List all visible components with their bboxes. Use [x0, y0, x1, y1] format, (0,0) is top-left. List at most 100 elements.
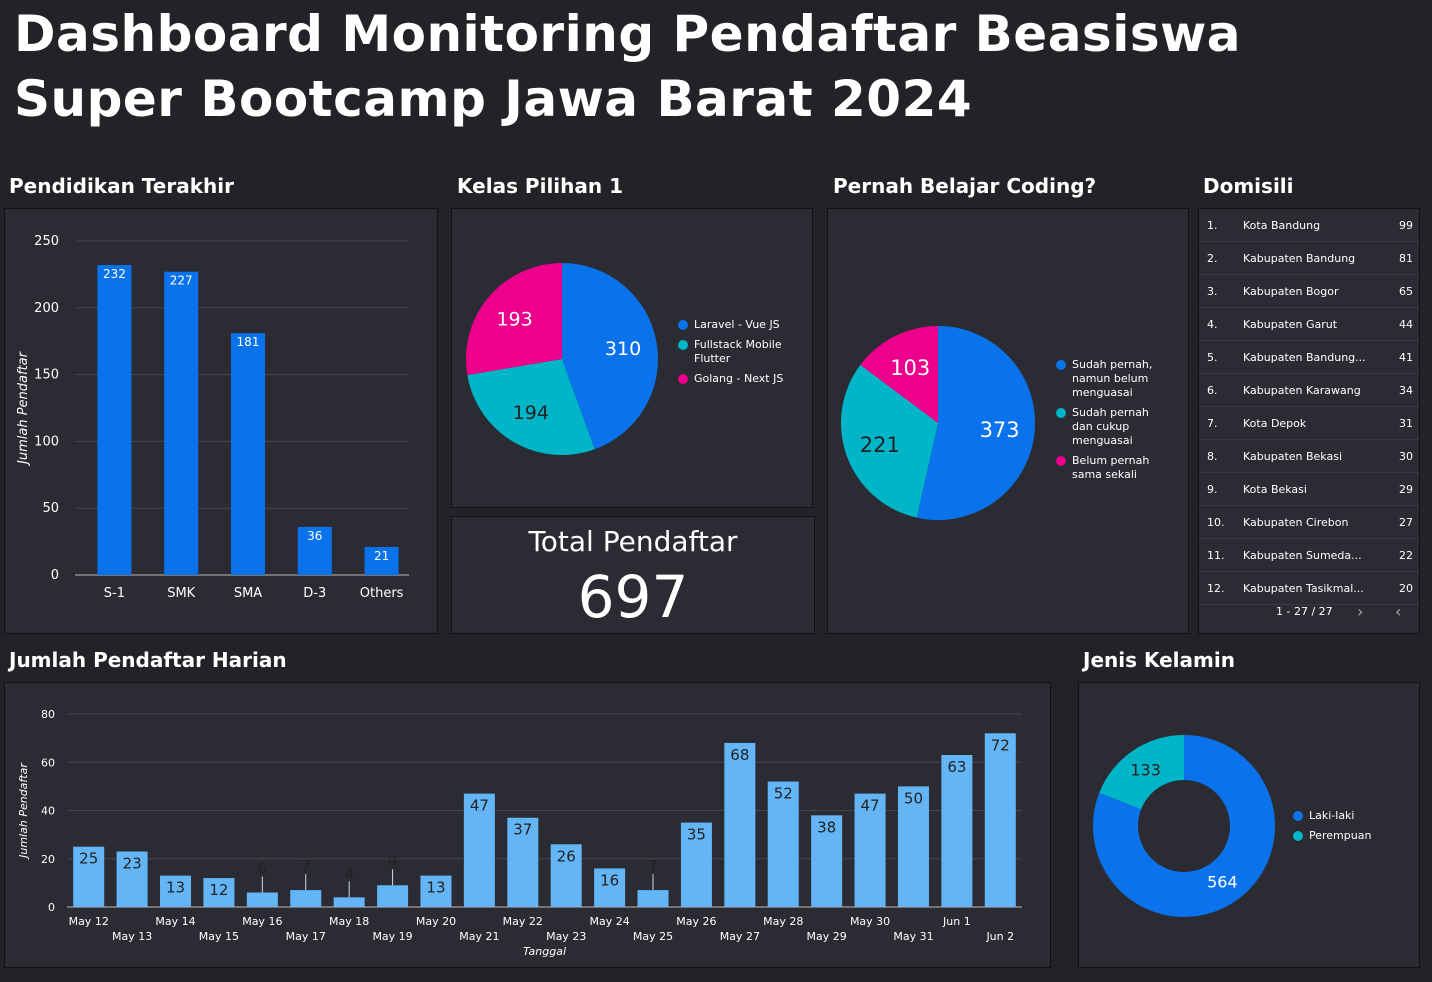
- data-label: 25: [79, 850, 98, 868]
- y-tick-label: 100: [34, 434, 59, 449]
- table-row[interactable]: 4. Kabupaten Garut 44: [1199, 308, 1419, 341]
- pendidikan-bar-chart: 0 50 100 150 200 250 Jumlah Pendaftar 232 S-1 227…: [16, 234, 409, 601]
- x-tick-label: May 16: [242, 915, 282, 928]
- x-tick-label: Jun 2: [985, 930, 1014, 943]
- x-tick-label: Others: [360, 586, 404, 601]
- table-row[interactable]: 12. Kabupaten Tasikmal... 20: [1199, 572, 1419, 605]
- table-row[interactable]: 7. Kota Depok 31: [1199, 407, 1419, 440]
- row-name: Kabupaten Garut: [1243, 317, 1338, 331]
- data-label: 26: [557, 847, 576, 865]
- next-page-icon[interactable]: ›: [1357, 602, 1364, 621]
- total-value: 697: [577, 563, 689, 631]
- table-row[interactable]: 1. Kota Bandung 99: [1199, 209, 1419, 242]
- data-label: 232: [103, 267, 126, 281]
- row-value: 27: [1399, 515, 1413, 529]
- data-label: 47: [861, 797, 880, 815]
- row-value: 41: [1399, 350, 1413, 364]
- slice-label: 373: [980, 418, 1020, 442]
- row-name: Kabupaten Tasikmal...: [1243, 581, 1364, 595]
- pie-slice: [860, 326, 938, 423]
- row-value: 20: [1399, 581, 1413, 595]
- row-value: 30: [1399, 449, 1413, 463]
- table-row[interactable]: 11. Kabupaten Sumeda... 22: [1199, 539, 1419, 572]
- row-name: Kota Bandung: [1243, 218, 1321, 232]
- x-tick-label: Jun 1: [942, 915, 971, 928]
- y-tick-label: 50: [42, 501, 59, 516]
- domisili-panel: 1. Kota Bandung 99 2. Kabupaten Bandung 81 3. K…: [1198, 208, 1420, 634]
- data-label: 37: [513, 821, 532, 839]
- bar: [333, 897, 365, 907]
- bar: [550, 844, 582, 907]
- row-value: 22: [1399, 548, 1413, 562]
- slice-label: 133: [1130, 760, 1161, 779]
- legend-dot-icon: [1056, 456, 1066, 466]
- y-tick-label: 250: [34, 234, 59, 249]
- legend-label: Perempuan: [1309, 829, 1372, 842]
- bar: [246, 892, 278, 907]
- row-rank: 11.: [1207, 548, 1225, 562]
- domisili-table: 1. Kota Bandung 99 2. Kabupaten Bandung 81 3. K…: [1199, 209, 1419, 605]
- data-label: 36: [307, 529, 322, 543]
- coding-panel: 373 221 103 Sudah pernah, namun belum meng…: [827, 208, 1189, 634]
- legend-item[interactable]: Laravel - Vue JS: [678, 318, 788, 332]
- x-tick-label: May 19: [372, 930, 412, 943]
- pendidikan-panel: 0 50 100 150 200 250 Jumlah Pendaftar 232 S-1 227…: [4, 208, 438, 634]
- pie-slice: [466, 263, 562, 376]
- pie-slice: [841, 364, 938, 518]
- pie-slice: [916, 326, 1035, 520]
- table-row[interactable]: 9. Kota Bekasi 29: [1199, 473, 1419, 506]
- row-name: Kabupaten Bandung: [1243, 251, 1356, 265]
- table-row[interactable]: 10. Kabupaten Cirebon 27: [1199, 506, 1419, 539]
- legend-item[interactable]: Sudah pernah, namun belum menguasai: [1056, 358, 1156, 400]
- data-label: 227: [170, 274, 193, 288]
- y-tick-label: 40: [41, 805, 55, 818]
- row-name: Kabupaten Cirebon: [1243, 515, 1349, 529]
- x-tick-label: May 22: [503, 915, 543, 928]
- row-rank: 10.: [1207, 515, 1225, 529]
- legend-item[interactable]: Sudah pernah dan cukup menguasai: [1056, 406, 1156, 448]
- legend-dot-icon: [678, 374, 688, 384]
- bar: [231, 333, 265, 575]
- x-tick-label: May 13: [112, 930, 152, 943]
- row-name: Kabupaten Bandung...: [1243, 350, 1366, 364]
- data-label: 4: [344, 864, 354, 882]
- bar: [420, 875, 452, 907]
- row-rank: 7.: [1207, 416, 1218, 430]
- bar: [897, 786, 929, 907]
- bar: [724, 742, 756, 907]
- x-tick-label: May 31: [893, 930, 933, 943]
- legend-item[interactable]: Fullstack Mobile Flutter: [678, 338, 788, 366]
- kelas-panel: 310 194 193 Laravel - Vue JS Fullstack Mob…: [451, 208, 813, 508]
- gender-heading: Jenis Kelamin: [1083, 648, 1235, 672]
- legend-label: Belum pernah sama sekali: [1072, 454, 1150, 481]
- data-label: 38: [817, 818, 836, 836]
- x-tick-label: May 12: [69, 915, 109, 928]
- y-tick-label: 150: [34, 368, 59, 383]
- slice-label: 103: [890, 356, 930, 380]
- legend-item[interactable]: Laki-laki: [1293, 809, 1393, 823]
- table-row[interactable]: 5. Kabupaten Bandung... 41: [1199, 341, 1419, 374]
- table-row[interactable]: 2. Kabupaten Bandung 81: [1199, 242, 1419, 275]
- bar: [203, 878, 235, 907]
- legend-label: Golang - Next JS: [694, 372, 784, 385]
- legend-item[interactable]: Belum pernah sama sekali: [1056, 454, 1156, 482]
- data-label: 6: [258, 860, 268, 878]
- row-name: Kabupaten Karawang: [1243, 383, 1361, 397]
- legend-item[interactable]: Perempuan: [1293, 829, 1393, 843]
- data-label: 13: [166, 879, 185, 897]
- data-label: 23: [123, 855, 142, 873]
- table-row[interactable]: 6. Kabupaten Karawang 34: [1199, 374, 1419, 407]
- bar: [680, 822, 712, 907]
- row-rank: 9.: [1207, 482, 1218, 496]
- prev-page-icon[interactable]: ‹: [1395, 602, 1402, 621]
- x-axis-label: Tanggal: [523, 945, 566, 958]
- y-tick-label: 0: [51, 568, 59, 583]
- legend-item[interactable]: Golang - Next JS: [678, 372, 788, 386]
- table-row[interactable]: 8. Kabupaten Bekasi 30: [1199, 440, 1419, 473]
- total-label: Total Pendaftar: [528, 525, 738, 558]
- total-panel: Total Pendaftar 697: [451, 516, 815, 634]
- bar: [984, 733, 1016, 907]
- table-row[interactable]: 3. Kabupaten Bogor 65: [1199, 275, 1419, 308]
- x-tick-label: SMA: [234, 586, 262, 601]
- row-value: 81: [1399, 251, 1413, 265]
